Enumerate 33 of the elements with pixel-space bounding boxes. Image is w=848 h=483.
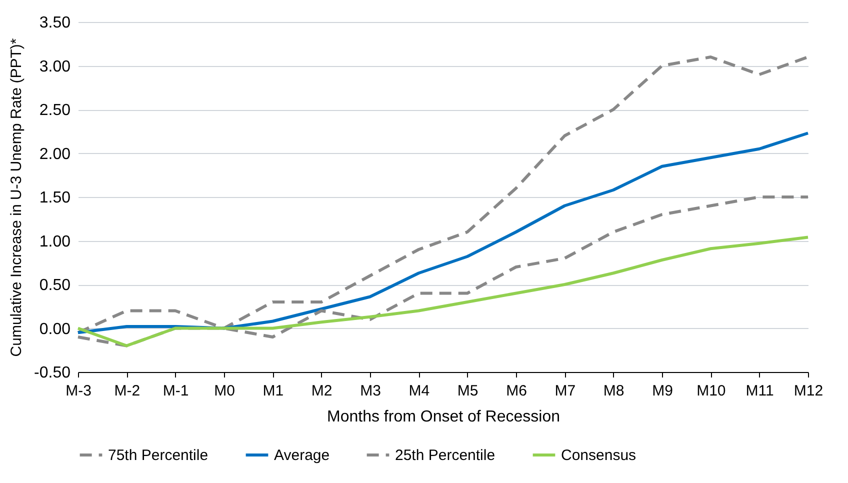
line-series xyxy=(76,236,810,348)
x-tick-label: M-3 xyxy=(66,382,92,400)
x-tick-label: M8 xyxy=(603,382,624,400)
legend-label: 25th Percentile xyxy=(395,447,496,464)
x-tick-label: M12 xyxy=(794,382,824,400)
x-tick-label: M6 xyxy=(506,382,527,400)
x-tick-label: M3 xyxy=(360,382,381,400)
x-tick-label: M0 xyxy=(214,382,235,400)
x-tick-label: M7 xyxy=(554,382,576,400)
y-tick-label: 2.00 xyxy=(39,146,71,163)
x-tick-label: M-2 xyxy=(114,382,140,400)
y-tick-label: 1.00 xyxy=(39,233,71,250)
y-tick-label: -0.50 xyxy=(34,364,71,382)
y-tick-label: 1.50 xyxy=(39,190,71,206)
y-tick-label: 3.50 xyxy=(39,14,71,32)
legend-label: Average xyxy=(274,447,330,464)
y-axis-title: Cumulative Increase in U-3 Unemp Rate (PPT)* xyxy=(8,38,26,357)
x-tick-label: M2 xyxy=(311,382,332,400)
line-series xyxy=(76,132,810,334)
x-tick-label: M4 xyxy=(408,382,430,400)
x-tick-label: M10 xyxy=(696,382,726,400)
legend-label: Consensus xyxy=(561,447,636,464)
x-tick-label: M-1 xyxy=(162,382,189,400)
x-tick-label: M5 xyxy=(457,382,478,400)
x-tick-label: M11 xyxy=(746,382,774,400)
y-tick-label: 0.50 xyxy=(39,277,71,294)
legend-label: 75th Percentile xyxy=(108,447,208,464)
y-tick-label: 3.00 xyxy=(39,58,71,76)
x-tick-label: M9 xyxy=(652,382,673,400)
y-tick-label: 0.00 xyxy=(39,320,71,338)
x-tick-label: M1 xyxy=(262,382,284,400)
y-tick-label: 2.50 xyxy=(39,102,71,119)
x-axis-title: Months from Onset of Recession xyxy=(327,408,560,426)
